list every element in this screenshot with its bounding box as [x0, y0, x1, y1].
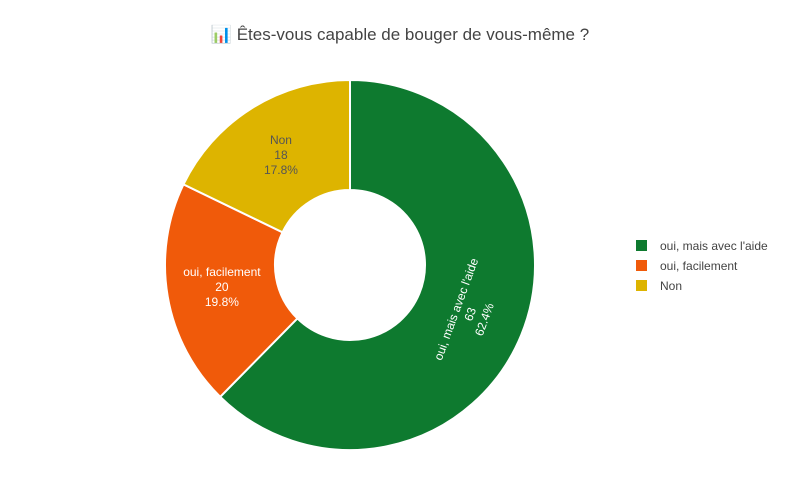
legend-label: oui, facilement: [660, 259, 738, 273]
slice-percent-label: 19.8%: [205, 295, 239, 309]
legend-item-2[interactable]: Non: [636, 279, 682, 293]
slice-value-label: 20: [215, 280, 229, 294]
legend: oui, mais avec l'aide oui, facilement Non: [636, 239, 768, 293]
slice-value-label: 63: [461, 305, 479, 323]
slice-1[interactable]: [164, 183, 299, 399]
legend-swatch: [636, 240, 647, 251]
slice-category-label: oui, facilement: [183, 265, 261, 279]
legend-swatch: [636, 260, 647, 271]
slice-category-label: Non: [270, 133, 292, 147]
slice-2[interactable]: [182, 78, 351, 234]
legend-label: Non: [660, 279, 682, 293]
legend-label: oui, mais avec l'aide: [660, 239, 768, 253]
slice-percent-label: 17.8%: [264, 163, 298, 177]
slice-0[interactable]: [218, 78, 536, 451]
legend-item-1[interactable]: oui, facilement: [636, 259, 738, 273]
chart-title: 📊 Êtes-vous capable de bouger de vous-mê…: [211, 24, 589, 44]
slice-value-label: 18: [274, 148, 288, 162]
slices-group: [164, 78, 536, 451]
legend-item-0[interactable]: oui, mais avec l'aide: [636, 239, 768, 253]
legend-swatch: [636, 280, 647, 291]
